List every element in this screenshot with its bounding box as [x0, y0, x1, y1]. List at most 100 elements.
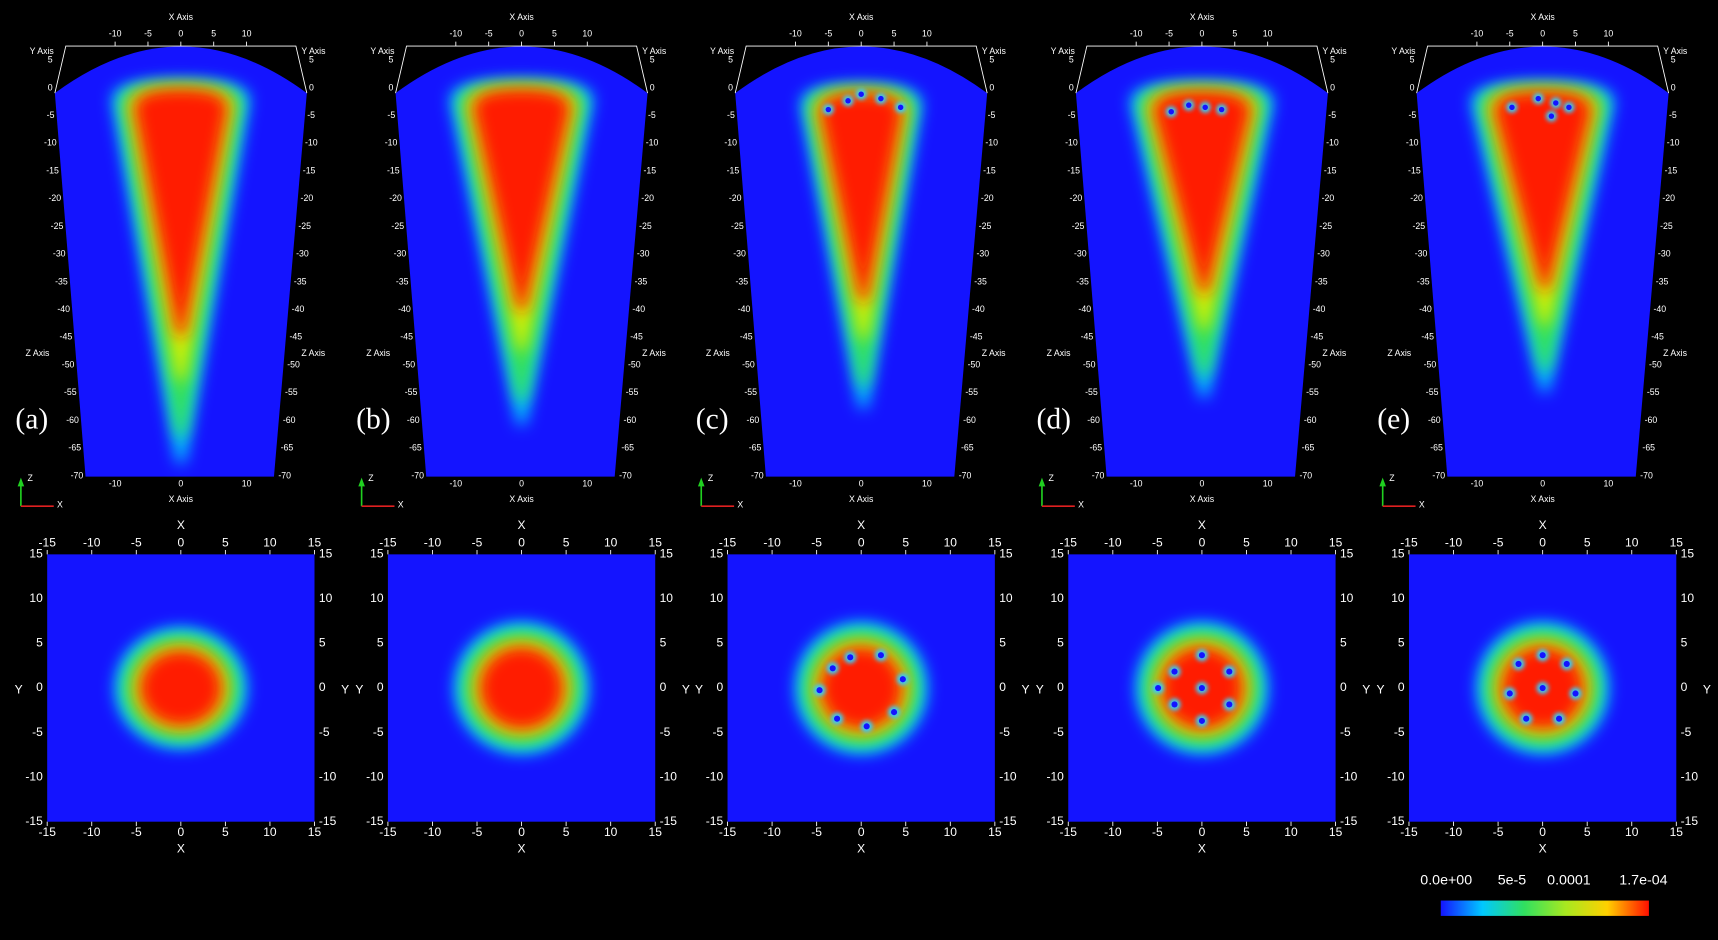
z-tick-label: -60 [1645, 415, 1658, 425]
x-tick-label: 0 [1199, 536, 1206, 550]
x-tick-label: -15 [1400, 536, 1418, 550]
x-tick-label: -5 [811, 825, 822, 839]
z-tick-label: -30 [53, 249, 66, 259]
y-tick-label: 15 [999, 547, 1013, 561]
y-tick-label: 5 [377, 636, 384, 650]
z-tick-label: -55 [285, 387, 298, 397]
colorbar-label: 0.0e+00 [1420, 873, 1472, 889]
z-tick-label: 5 [48, 55, 53, 65]
x-tick-label: -15 [38, 825, 56, 839]
z-tick-label: -35 [1656, 276, 1669, 286]
z-tick-label: -40 [972, 304, 985, 314]
axis-z-head [358, 477, 365, 487]
x-tick-label: 5 [1573, 28, 1578, 38]
y-tick-label: -15 [999, 814, 1017, 828]
vortex-core [845, 98, 851, 104]
axis-z-label: Z [368, 473, 374, 483]
x-tick-label: 10 [1604, 28, 1614, 38]
z-tick-label: -30 [1074, 249, 1087, 259]
vortex-core [1171, 668, 1178, 675]
y-tick-label: 10 [29, 591, 43, 605]
x-tick-label: 15 [649, 825, 663, 839]
vortex-core [1168, 109, 1174, 115]
y-tick-label: -5 [660, 725, 671, 739]
x-tick-label: 5 [222, 536, 229, 550]
x-axis-title: X [518, 841, 526, 855]
axis-z-label: Z [708, 473, 714, 483]
z-axis-title: Z Axis [1047, 348, 1071, 358]
axis-z-label: Z [1049, 473, 1055, 483]
axis-x-label: X [398, 499, 404, 509]
axis-x-label: X [57, 499, 63, 509]
panel-label: (a) [15, 404, 48, 436]
z-tick-label: -5 [387, 110, 395, 120]
vortex-core [890, 709, 898, 716]
x-tick-label: 5 [1584, 825, 1591, 839]
x-tick-label: -5 [1152, 536, 1163, 550]
z-tick-label: -25 [391, 221, 404, 231]
z-tick-label: -45 [1081, 332, 1094, 342]
z-tick-label: -10 [385, 138, 398, 148]
density [1476, 622, 1609, 754]
y-tick-label: 15 [319, 547, 333, 561]
y-tick-label: -15 [1046, 814, 1064, 828]
y-tick-label: 5 [36, 636, 43, 650]
z-tick-label: -15 [727, 165, 740, 175]
vortex-core [1198, 684, 1205, 692]
x-axis-title: X [1198, 518, 1206, 532]
x-tick-label: 0 [519, 28, 524, 38]
x-tick-label: 0 [177, 825, 184, 839]
y-tick-label: 0 [660, 680, 667, 694]
vortex-core [858, 91, 864, 97]
y-tick-label: 5 [1398, 636, 1405, 650]
z-tick-label: -30 [637, 249, 650, 259]
z-tick-label: -70 [278, 470, 291, 480]
y-tick-label: 5 [999, 636, 1006, 650]
x-axis-title: X Axis [169, 494, 194, 504]
z-tick-label: -5 [307, 110, 315, 120]
x-tick-label: 10 [604, 825, 618, 839]
density [115, 627, 247, 749]
z-tick-label: -5 [1328, 110, 1336, 120]
panel-label: (b) [356, 404, 391, 436]
vortex-core [816, 687, 823, 694]
z-tick-label: -70 [751, 470, 764, 480]
y-tick-label: 0 [1681, 680, 1688, 694]
vortex-core [1535, 95, 1541, 102]
z-axis-title: Z Axis [1322, 348, 1346, 358]
y-tick-label: -5 [32, 725, 43, 739]
y-axis-title: Y [1376, 682, 1384, 696]
x-axis-title: X Axis [509, 494, 534, 504]
y-tick-label: 5 [319, 636, 326, 650]
z-tick-label: -35 [1315, 276, 1328, 286]
x-tick-label: 5 [892, 28, 897, 38]
z-tick-label: -65 [961, 443, 974, 453]
z-tick-label: -10 [646, 138, 659, 148]
vortex-core [1202, 104, 1208, 111]
x-tick-label: 10 [582, 28, 592, 38]
z-tick-label: 0 [389, 82, 394, 92]
z-tick-label: 5 [1671, 55, 1676, 65]
x-tick-label: 5 [1243, 536, 1250, 550]
z-tick-label: 5 [989, 55, 994, 65]
z-tick-label: -70 [1092, 470, 1105, 480]
x-tick-label: -10 [789, 28, 802, 38]
y-tick-label: -10 [366, 769, 384, 783]
z-tick-label: -5 [727, 110, 735, 120]
z-tick-label: 0 [1410, 82, 1415, 92]
z-tick-label: -25 [1412, 221, 1425, 231]
x-tick-label: 15 [1670, 825, 1684, 839]
x-axis-title: X [177, 841, 185, 855]
x-tick-label: 15 [649, 536, 663, 550]
z-tick-label: -60 [963, 415, 976, 425]
x-tick-label: -5 [1493, 536, 1504, 550]
axis-z-head [1038, 477, 1046, 487]
y-tick-label: -10 [1340, 769, 1358, 783]
x-tick-label: 0 [858, 825, 865, 839]
x-tick-label: -15 [379, 536, 397, 550]
vortex-core [1198, 652, 1205, 659]
vortex-core [1515, 660, 1522, 667]
x-tick-label: 15 [1329, 825, 1343, 839]
z-tick-label: 5 [728, 55, 733, 65]
